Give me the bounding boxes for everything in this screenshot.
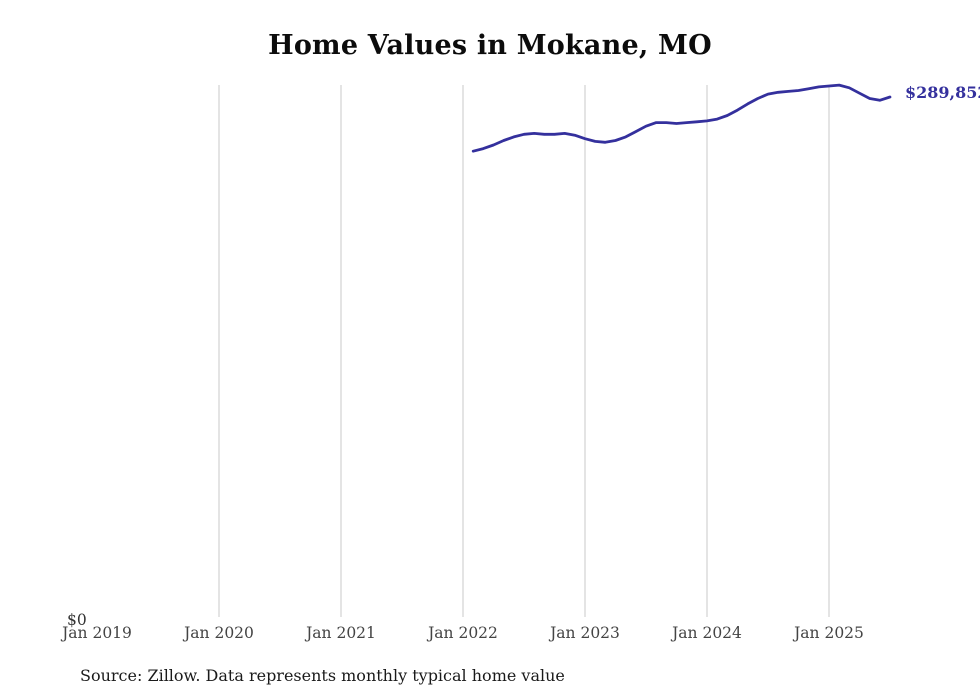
chart-title: Home Values in Mokane, MO (268, 30, 712, 61)
source-note: Source: Zillow. Data represents monthly … (80, 666, 565, 685)
y-axis-zero-label: $0 (67, 611, 87, 629)
x-tick-label: Jan 2022 (428, 624, 498, 642)
x-tick-label: Jan 2025 (794, 624, 864, 642)
x-tick-label: Jan 2019 (62, 624, 132, 642)
x-tick-label: Jan 2024 (672, 624, 742, 642)
home-value-series-line (471, 83, 892, 153)
x-tick-label: Jan 2021 (306, 624, 376, 642)
x-tick-label: Jan 2023 (550, 624, 620, 642)
x-tick-label: Jan 2020 (184, 624, 254, 642)
series-end-value-label: $289,852 (905, 83, 980, 102)
